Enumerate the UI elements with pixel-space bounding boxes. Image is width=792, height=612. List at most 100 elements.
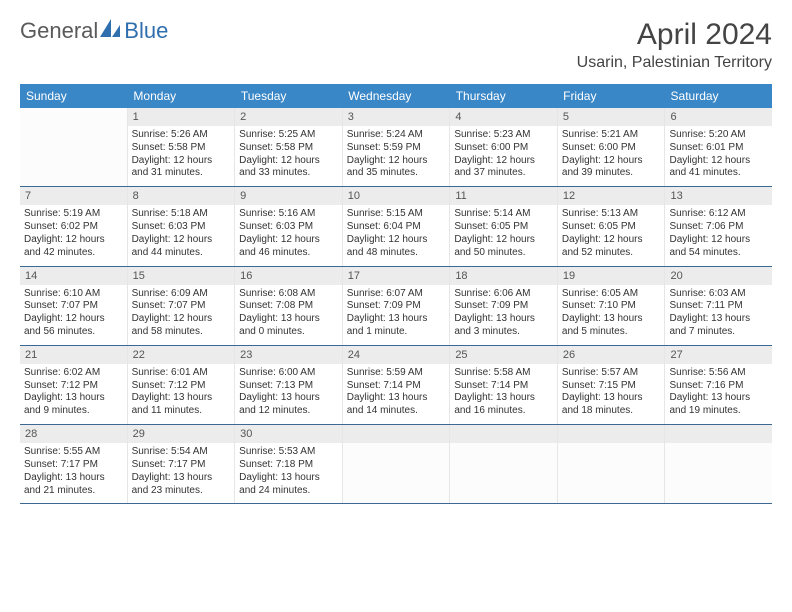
day-number: 28 [20,425,127,443]
sunset-text: Sunset: 7:11 PM [669,300,768,313]
daylight-text: Daylight: 12 hours and 56 minutes. [24,313,123,339]
calendar: Sunday Monday Tuesday Wednesday Thursday… [20,84,772,504]
sunrise-text: Sunrise: 5:26 AM [132,129,231,142]
sunrise-text: Sunrise: 6:00 AM [239,367,338,380]
logo-text-right: Blue [124,18,168,44]
sunset-text: Sunset: 7:16 PM [669,380,768,393]
sunset-text: Sunset: 6:01 PM [669,142,768,155]
calendar-cell: 1Sunrise: 5:26 AMSunset: 5:58 PMDaylight… [128,108,236,186]
calendar-row: 14Sunrise: 6:10 AMSunset: 7:07 PMDayligh… [20,267,772,346]
day-number: 7 [20,187,127,205]
calendar-cell: 17Sunrise: 6:07 AMSunset: 7:09 PMDayligh… [343,267,451,345]
logo-text-left: General [20,18,98,44]
sunrise-text: Sunrise: 5:18 AM [132,208,231,221]
daylight-text: Daylight: 12 hours and 37 minutes. [454,155,553,181]
weekday-monday: Monday [127,84,234,108]
sunset-text: Sunset: 7:07 PM [24,300,123,313]
calendar-cell: 18Sunrise: 6:06 AMSunset: 7:09 PMDayligh… [450,267,558,345]
daylight-text: Daylight: 12 hours and 50 minutes. [454,234,553,260]
sunrise-text: Sunrise: 5:20 AM [669,129,768,142]
weekday-sunday: Sunday [20,84,127,108]
sunset-text: Sunset: 7:17 PM [24,459,123,472]
day-number: 11 [450,187,557,205]
sunset-text: Sunset: 5:58 PM [239,142,338,155]
daylight-text: Daylight: 12 hours and 52 minutes. [562,234,661,260]
weekday-saturday: Saturday [665,84,772,108]
day-number: 20 [665,267,772,285]
calendar-cell [20,108,128,186]
sunrise-text: Sunrise: 6:06 AM [454,288,553,301]
sunrise-text: Sunrise: 5:13 AM [562,208,661,221]
day-number: 29 [128,425,235,443]
calendar-cell: 29Sunrise: 5:54 AMSunset: 7:17 PMDayligh… [128,425,236,503]
sunset-text: Sunset: 7:06 PM [669,221,768,234]
day-number [343,425,450,443]
sunset-text: Sunset: 6:00 PM [454,142,553,155]
title-block: April 2024 Usarin, Palestinian Territory [577,18,772,72]
day-number: 30 [235,425,342,443]
daylight-text: Daylight: 13 hours and 3 minutes. [454,313,553,339]
daylight-text: Daylight: 13 hours and 0 minutes. [239,313,338,339]
weekday-thursday: Thursday [450,84,557,108]
sunrise-text: Sunrise: 5:56 AM [669,367,768,380]
calendar-cell: 13Sunrise: 6:12 AMSunset: 7:06 PMDayligh… [665,187,772,265]
sunrise-text: Sunrise: 5:25 AM [239,129,338,142]
day-number: 25 [450,346,557,364]
calendar-cell: 14Sunrise: 6:10 AMSunset: 7:07 PMDayligh… [20,267,128,345]
sunset-text: Sunset: 7:10 PM [562,300,661,313]
sunrise-text: Sunrise: 5:23 AM [454,129,553,142]
sunset-text: Sunset: 6:05 PM [454,221,553,234]
daylight-text: Daylight: 12 hours and 41 minutes. [669,155,768,181]
sunset-text: Sunset: 7:18 PM [239,459,338,472]
calendar-row: 21Sunrise: 6:02 AMSunset: 7:12 PMDayligh… [20,346,772,425]
sunset-text: Sunset: 6:05 PM [562,221,661,234]
calendar-cell: 3Sunrise: 5:24 AMSunset: 5:59 PMDaylight… [343,108,451,186]
calendar-cell: 30Sunrise: 5:53 AMSunset: 7:18 PMDayligh… [235,425,343,503]
calendar-cell: 2Sunrise: 5:25 AMSunset: 5:58 PMDaylight… [235,108,343,186]
sunset-text: Sunset: 7:09 PM [347,300,446,313]
calendar-cell [665,425,772,503]
daylight-text: Daylight: 12 hours and 54 minutes. [669,234,768,260]
sunset-text: Sunset: 7:14 PM [454,380,553,393]
day-number: 16 [235,267,342,285]
calendar-cell: 24Sunrise: 5:59 AMSunset: 7:14 PMDayligh… [343,346,451,424]
weekday-tuesday: Tuesday [235,84,342,108]
daylight-text: Daylight: 13 hours and 9 minutes. [24,392,123,418]
sunset-text: Sunset: 7:12 PM [24,380,123,393]
sunset-text: Sunset: 6:04 PM [347,221,446,234]
sunrise-text: Sunrise: 5:16 AM [239,208,338,221]
sunset-text: Sunset: 7:15 PM [562,380,661,393]
weekday-wednesday: Wednesday [342,84,449,108]
calendar-cell: 6 Sunrise: 5:20 AMSunset: 6:01 PMDaylight… [665,108,772,186]
calendar-cell: 22Sunrise: 6:01 AMSunset: 7:12 PMDayligh… [128,346,236,424]
day-number: 19 [558,267,665,285]
calendar-header-row: Sunday Monday Tuesday Wednesday Thursday… [20,84,772,108]
sunrise-text: Sunrise: 6:10 AM [24,288,123,301]
calendar-row: 7Sunrise: 5:19 AMSunset: 6:02 PMDaylight… [20,187,772,266]
sunrise-text: Sunrise: 5:15 AM [347,208,446,221]
calendar-cell: 10Sunrise: 5:15 AMSunset: 6:04 PMDayligh… [343,187,451,265]
calendar-cell: 7Sunrise: 5:19 AMSunset: 6:02 PMDaylight… [20,187,128,265]
day-number: 1 [128,108,235,126]
sunrise-text: Sunrise: 5:58 AM [454,367,553,380]
calendar-cell: 11Sunrise: 5:14 AMSunset: 6:05 PMDayligh… [450,187,558,265]
daylight-text: Daylight: 12 hours and 44 minutes. [132,234,231,260]
daylight-text: Daylight: 12 hours and 42 minutes. [24,234,123,260]
calendar-row: 1 Sunrise: 5:26 AM Sunset: 5:58 PM Daylight… [20,108,772,187]
day-number: 26 [558,346,665,364]
day-number: 12 [558,187,665,205]
weekday-friday: Friday [557,84,664,108]
day-number: 5 [558,108,665,126]
daylight-text: Daylight: 13 hours and 12 minutes. [239,392,338,418]
daylight-text: Daylight: 12 hours and 39 minutes. [562,155,661,181]
sunrise-text: Sunrise: 5:24 AM [347,129,446,142]
sunrise-text: Sunrise: 5:57 AM [562,367,661,380]
daylight-text: Daylight: 13 hours and 5 minutes. [562,313,661,339]
daylight-text: Daylight: 13 hours and 18 minutes. [562,392,661,418]
month-title: April 2024 [577,18,772,52]
day-number [450,425,557,443]
sunset-text: Sunset: 6:00 PM [562,142,661,155]
sunset-text: Sunset: 6:02 PM [24,221,123,234]
sunset-text: Sunset: 7:07 PM [132,300,231,313]
day-number: 6 [665,108,772,126]
